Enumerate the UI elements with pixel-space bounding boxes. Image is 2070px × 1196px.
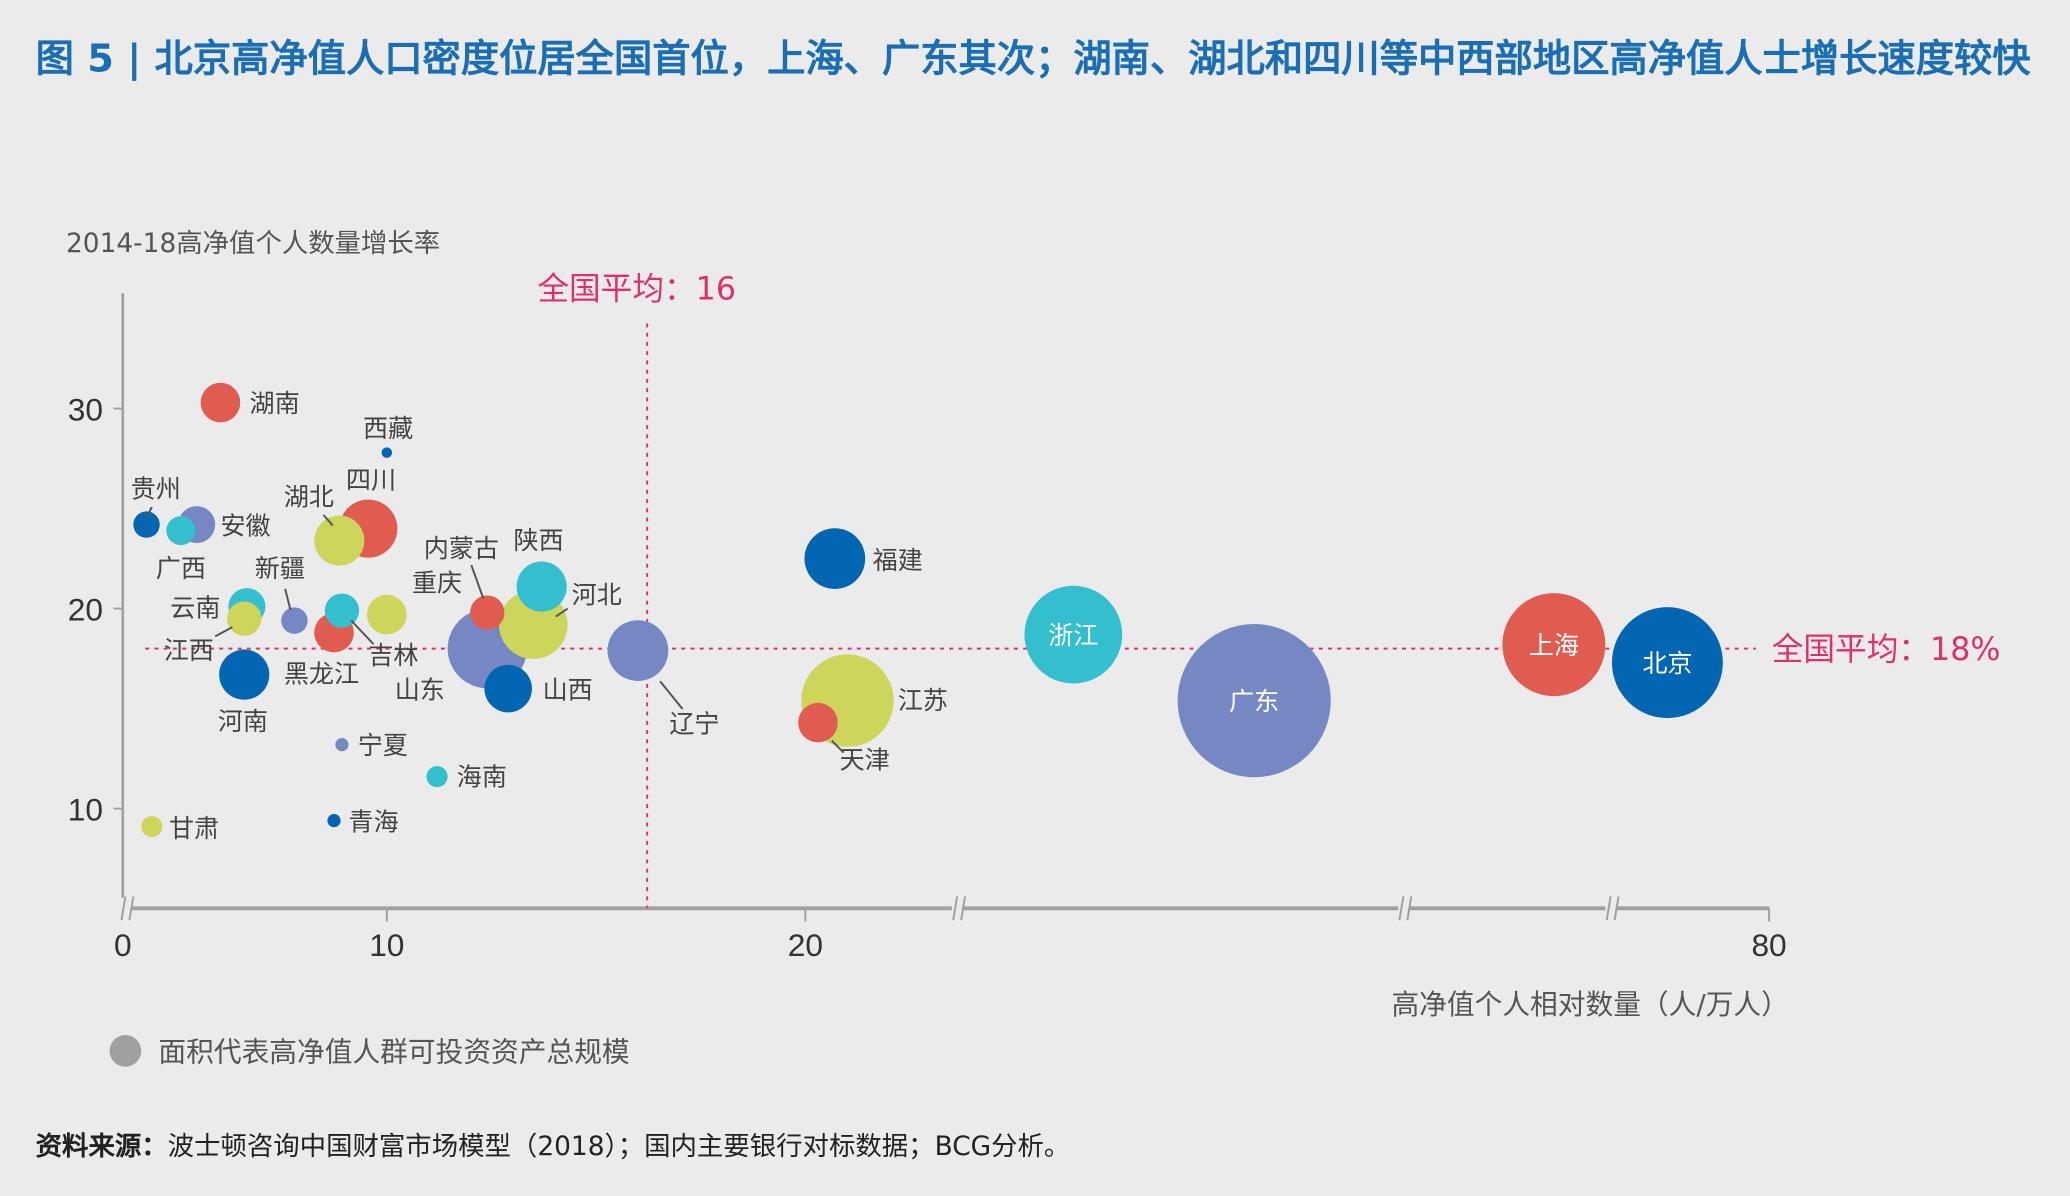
y-tick-label: 10 <box>68 792 103 828</box>
bubble-青海 <box>327 814 341 828</box>
leader-line <box>659 680 684 710</box>
x-axis-title: 高净值个人相对数量（人/万人） <box>1391 988 1788 1021</box>
axis-break-mark <box>128 896 135 921</box>
leader-line <box>470 564 485 599</box>
bubble-湖北 <box>314 515 365 566</box>
axis-break-mark <box>1398 896 1405 921</box>
bubble-label: 广西 <box>156 554 206 583</box>
bubble-label: 湖南 <box>250 389 300 418</box>
source-note: 资料来源：波士顿咨询中国财富市场模型（2018）；国内主要银行对标数据；BCG分… <box>36 1125 1071 1163</box>
size-legend-swatch <box>109 1035 142 1067</box>
bubble-广东 <box>1177 624 1331 778</box>
axis-break-mark <box>1406 896 1413 921</box>
axis-break-mark <box>960 896 967 921</box>
x-tick-label: 80 <box>1751 927 1786 963</box>
bubble-label: 贵州 <box>131 475 181 504</box>
axis-break-mark <box>1605 896 1612 921</box>
bubble-label: 新疆 <box>255 554 305 583</box>
bubble-label: 西藏 <box>363 414 413 443</box>
bubble-海南 <box>426 766 448 788</box>
source-text: 波士顿咨询中国财富市场模型（2018）；国内主要银行对标数据；BCG分析。 <box>167 1130 1071 1162</box>
axis-break-mark <box>1613 896 1620 921</box>
bubble-label: 青海 <box>349 807 399 836</box>
bubble-label: 内蒙古 <box>424 534 499 563</box>
bubble-吉林 <box>324 593 360 628</box>
bubble-label: 河南 <box>218 707 268 736</box>
axis-break-gap <box>120 897 131 919</box>
source-label: 资料来源： <box>35 1130 168 1162</box>
bubble-福建 <box>804 528 866 589</box>
x-tick-label: 20 <box>788 927 823 963</box>
bubble-label: 辽宁 <box>669 710 719 739</box>
bubble-label: 甘肃 <box>169 814 219 843</box>
bubble-湖南 <box>200 382 241 423</box>
bubble-重庆 <box>470 595 505 630</box>
y-axis-title: 2014-18高净值个人数量增长率 <box>66 228 440 259</box>
leader-line <box>350 619 375 645</box>
national-average-x-label: 全国平均：16 <box>537 272 736 308</box>
bubble-山西 <box>484 664 532 713</box>
bubble-北京 <box>1611 607 1723 719</box>
y-tick-label: 20 <box>68 591 103 627</box>
bubble-西藏 <box>381 447 393 458</box>
bubble-label: 四川 <box>346 465 396 494</box>
bubble-上海 <box>1502 593 1606 697</box>
bubble-label: 吉林 <box>368 641 418 670</box>
bubble-label: 陕西 <box>514 526 564 555</box>
bubble-label: 北京 <box>1642 649 1692 678</box>
bubble-label: 上海 <box>1529 631 1579 660</box>
axis-break-gap <box>1605 897 1616 919</box>
x-tick-label: 0 <box>114 927 132 963</box>
bubble-label: 山西 <box>543 675 593 704</box>
bubble-label: 海南 <box>457 763 507 792</box>
leader-line <box>322 514 334 527</box>
bubble-宁夏 <box>335 738 349 752</box>
bubble-label: 江西 <box>164 636 214 665</box>
bubble-label: 广东 <box>1229 687 1279 716</box>
bubble-label: 浙江 <box>1048 621 1098 650</box>
leader-line <box>831 739 845 754</box>
x-tick-label: 10 <box>369 927 404 963</box>
leader-line <box>214 626 233 638</box>
axis-break-mark <box>120 896 127 921</box>
national-average-y-label: 全国平均：18% <box>1772 632 2001 668</box>
bubble-贵州 <box>133 511 160 538</box>
bubble-新疆 <box>281 607 308 634</box>
bubble-陕西 <box>516 561 567 612</box>
bubble-河南 <box>219 649 270 700</box>
bubble-unlabeled <box>367 594 407 635</box>
axis-break-gap <box>951 897 963 919</box>
leader-line <box>555 607 569 618</box>
bubble-label: 天津 <box>840 745 890 774</box>
size-legend-label: 面积代表高净值人群可投资资产总规模 <box>158 1035 629 1068</box>
bubble-label: 宁夏 <box>358 731 408 760</box>
bubble-label: 河北 <box>572 580 622 609</box>
leader-line <box>284 588 292 611</box>
y-tick-label: 30 <box>68 391 103 427</box>
bubble-广西 <box>166 516 196 546</box>
bubble-label: 重庆 <box>412 568 462 597</box>
bubble-天津 <box>798 702 838 743</box>
bubble-江西 <box>227 601 262 636</box>
axis-break-gap <box>1398 897 1409 919</box>
bubble-label: 湖北 <box>284 483 334 512</box>
bubble-label: 山东 <box>395 675 445 704</box>
bubble-label: 黑龙江 <box>284 660 359 689</box>
leader-line <box>145 506 153 518</box>
figure-title: 图 5 | 北京高净值人口密度位居全国首位，上海、广东其次；湖南、湖北和四川等中… <box>35 35 2031 81</box>
bubble-label: 江苏 <box>898 686 948 715</box>
bubble-label: 云南 <box>170 594 220 623</box>
bubble-浙江 <box>1024 585 1123 684</box>
bubble-辽宁 <box>607 620 669 681</box>
bubble-甘肃 <box>141 816 163 838</box>
axis-break-mark <box>952 896 959 921</box>
bubble-label: 安徽 <box>220 512 270 541</box>
bubble-label: 福建 <box>873 546 923 575</box>
